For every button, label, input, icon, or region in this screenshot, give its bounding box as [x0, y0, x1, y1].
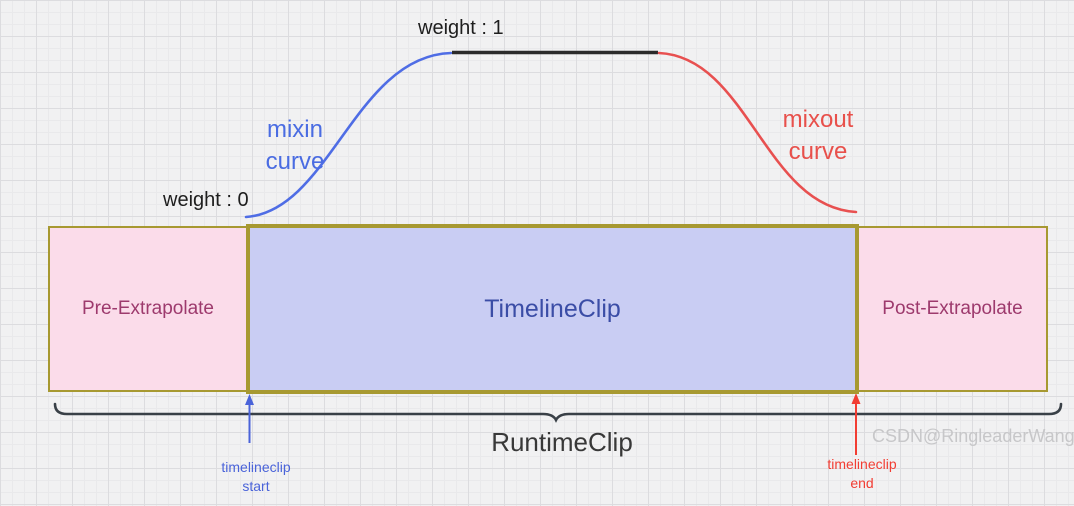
weight-one-label: weight : 1	[418, 17, 504, 39]
timelineclip-start-label: timelineclip start	[221, 459, 291, 494]
post-extrapolate-box: Post-Extrapolate	[857, 226, 1048, 392]
pre-extrapolate-box: Pre-Extrapolate	[48, 226, 248, 392]
runtime-clip-label: RuntimeClip	[491, 427, 633, 457]
timelineclip-start-arrow	[245, 394, 254, 443]
watermark-text: CSDN@RingleaderWang	[872, 426, 1074, 446]
weight-zero-label: weight : 0	[163, 189, 249, 211]
post-extrapolate-label: Post-Extrapolate	[882, 298, 1023, 319]
pre-extrapolate-label: Pre-Extrapolate	[81, 298, 214, 319]
timeline-clip-label: TimelineClip	[484, 294, 621, 323]
runtime-brace	[53, 402, 1063, 423]
mixout-curve-label: mixout curve	[782, 106, 854, 165]
timelineclip-end-arrow	[851, 393, 861, 455]
timelineclip-end-label: timelineclip end	[827, 456, 897, 491]
timeline-clip-box: TimelineClip	[246, 224, 859, 394]
mixin-curve-label: mixin curve	[265, 116, 325, 175]
